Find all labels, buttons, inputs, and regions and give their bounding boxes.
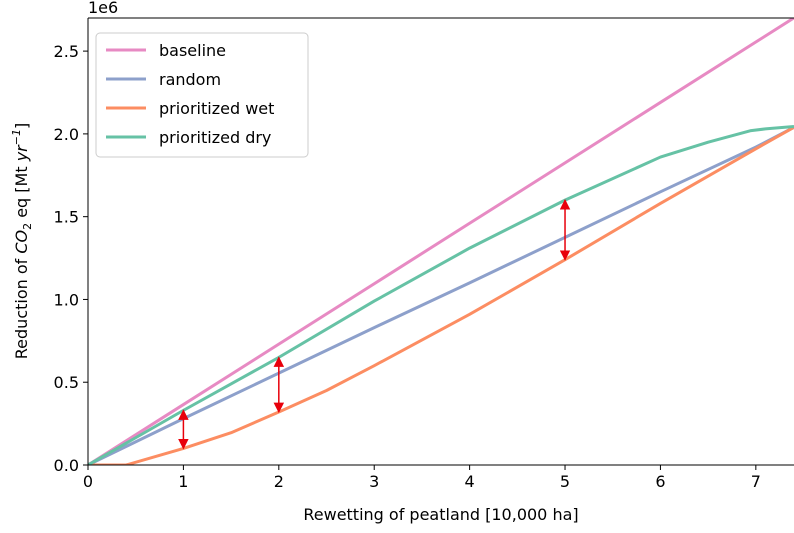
x-tick-label: 2 [274,472,284,491]
y-label-superscript: −1 [10,129,23,145]
y-axis-ticks: 0.0 0.5 1.0 1.5 2.0 2.5 [54,42,88,475]
y-label-prefix: Reduction of [12,254,31,360]
x-tick-label: 0 [83,472,93,491]
series-layer [88,18,794,465]
y-tick-label: 1.5 [54,208,79,227]
legend: baseline random prioritized wet prioritized… [95,32,309,158]
legend-label-prioritized-wet: prioritized wet [159,99,274,118]
legend-label-baseline: baseline [159,41,226,60]
x-axis-label: Rewetting of peatland [10,000 ha] [303,505,578,524]
series-line-prioritized-wet [88,125,794,465]
y-label-subscript: 2 [21,223,34,230]
y-label-mid: eq [Mt [12,161,31,223]
x-tick-label: 4 [465,472,475,491]
y-tick-label: 0.5 [54,373,79,392]
legend-label-random: random [159,70,221,89]
y-tick-label: 2.0 [54,125,79,144]
x-tick-label: 6 [655,472,665,491]
series-line-baseline [88,18,794,465]
annotation-layer [178,199,571,450]
x-tick-label: 3 [369,472,379,491]
legend-label-prioritized-dry: prioritized dry [159,128,271,147]
y-axis-label: Reduction of CO2 eq [Mt yr−1] [10,123,34,359]
y-tick-label: 1.0 [54,290,79,309]
legend-box [95,32,309,158]
y-tick-label: 2.5 [54,42,79,61]
x-tick-label: 7 [751,472,761,491]
legend-entries: baseline random prioritized wet prioritized… [106,41,274,147]
y-label-suffix: ] [12,123,31,129]
y-label-co: CO [12,230,31,254]
x-tick-label: 1 [178,472,188,491]
x-axis-ticks: 0 1 2 3 4 5 6 7 [83,465,761,491]
y-label-yr: yr [12,144,31,162]
x-tick-label: 5 [560,472,570,491]
series-line-random [88,125,794,465]
y-tick-label: 0.0 [54,456,79,475]
y-axis-offset-text: 1e6 [88,0,118,17]
